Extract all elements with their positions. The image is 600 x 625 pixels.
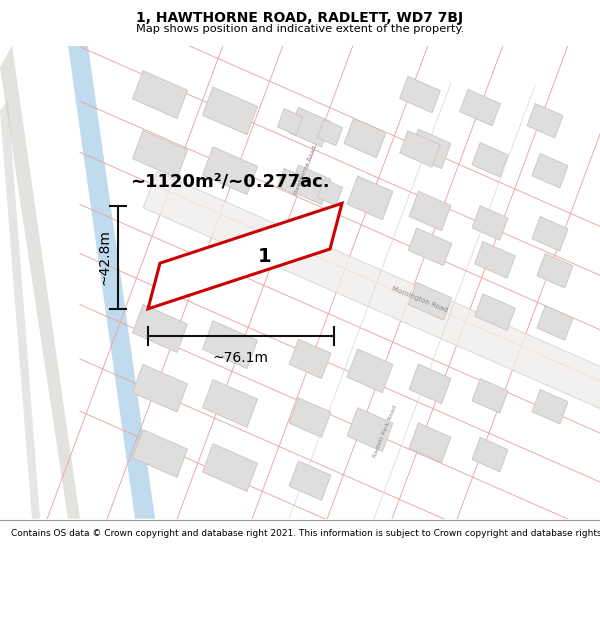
Text: Radlett Park Road: Radlett Park Road <box>372 405 398 459</box>
Polygon shape <box>317 119 343 146</box>
Polygon shape <box>133 131 187 178</box>
Polygon shape <box>409 364 451 404</box>
Polygon shape <box>527 104 563 138</box>
Polygon shape <box>133 429 187 478</box>
Polygon shape <box>472 142 508 177</box>
Polygon shape <box>532 389 568 424</box>
Polygon shape <box>148 203 342 309</box>
Polygon shape <box>368 85 535 536</box>
Polygon shape <box>203 444 257 491</box>
Polygon shape <box>408 228 452 266</box>
Polygon shape <box>532 154 568 188</box>
Polygon shape <box>475 242 515 278</box>
Polygon shape <box>532 217 568 251</box>
Polygon shape <box>472 379 508 413</box>
Polygon shape <box>400 76 440 112</box>
Text: Mornington Road: Mornington Road <box>391 286 449 314</box>
Polygon shape <box>409 191 451 231</box>
Polygon shape <box>277 168 302 195</box>
Polygon shape <box>408 282 452 320</box>
Polygon shape <box>537 254 573 288</box>
Polygon shape <box>277 109 302 135</box>
Polygon shape <box>347 408 393 451</box>
Polygon shape <box>0 46 80 519</box>
Polygon shape <box>133 304 187 352</box>
Polygon shape <box>472 206 508 240</box>
Polygon shape <box>460 89 500 126</box>
Polygon shape <box>475 294 515 331</box>
Polygon shape <box>203 87 257 135</box>
Text: Contains OS data © Crown copyright and database right 2021. This information is : Contains OS data © Crown copyright and d… <box>11 529 600 538</box>
Text: Map shows position and indicative extent of the property.: Map shows position and indicative extent… <box>136 24 464 34</box>
Polygon shape <box>68 46 155 519</box>
Text: ~76.1m: ~76.1m <box>213 351 269 365</box>
Polygon shape <box>289 398 331 437</box>
Polygon shape <box>143 171 600 414</box>
Polygon shape <box>472 438 508 472</box>
Polygon shape <box>409 129 451 169</box>
Polygon shape <box>400 131 440 167</box>
Polygon shape <box>203 147 257 194</box>
Polygon shape <box>133 71 187 119</box>
Polygon shape <box>289 107 331 147</box>
Text: ~1120m²/~0.277ac.: ~1120m²/~0.277ac. <box>130 173 330 191</box>
Polygon shape <box>317 179 343 206</box>
Polygon shape <box>203 379 257 428</box>
Polygon shape <box>0 100 40 519</box>
Polygon shape <box>133 364 187 412</box>
Polygon shape <box>203 321 257 369</box>
Polygon shape <box>347 349 393 392</box>
Polygon shape <box>282 83 451 538</box>
Polygon shape <box>289 339 331 379</box>
Polygon shape <box>289 165 331 204</box>
Text: 1: 1 <box>258 247 272 266</box>
Text: 1, HAWTHORNE ROAD, RADLETT, WD7 7BJ: 1, HAWTHORNE ROAD, RADLETT, WD7 7BJ <box>136 11 464 25</box>
Polygon shape <box>537 306 573 340</box>
Polygon shape <box>289 461 331 501</box>
Polygon shape <box>409 423 451 462</box>
Polygon shape <box>347 176 393 220</box>
Polygon shape <box>344 118 386 158</box>
Text: ~42.8m: ~42.8m <box>97 229 111 285</box>
Text: Hawthorne Road: Hawthorne Road <box>293 146 317 196</box>
